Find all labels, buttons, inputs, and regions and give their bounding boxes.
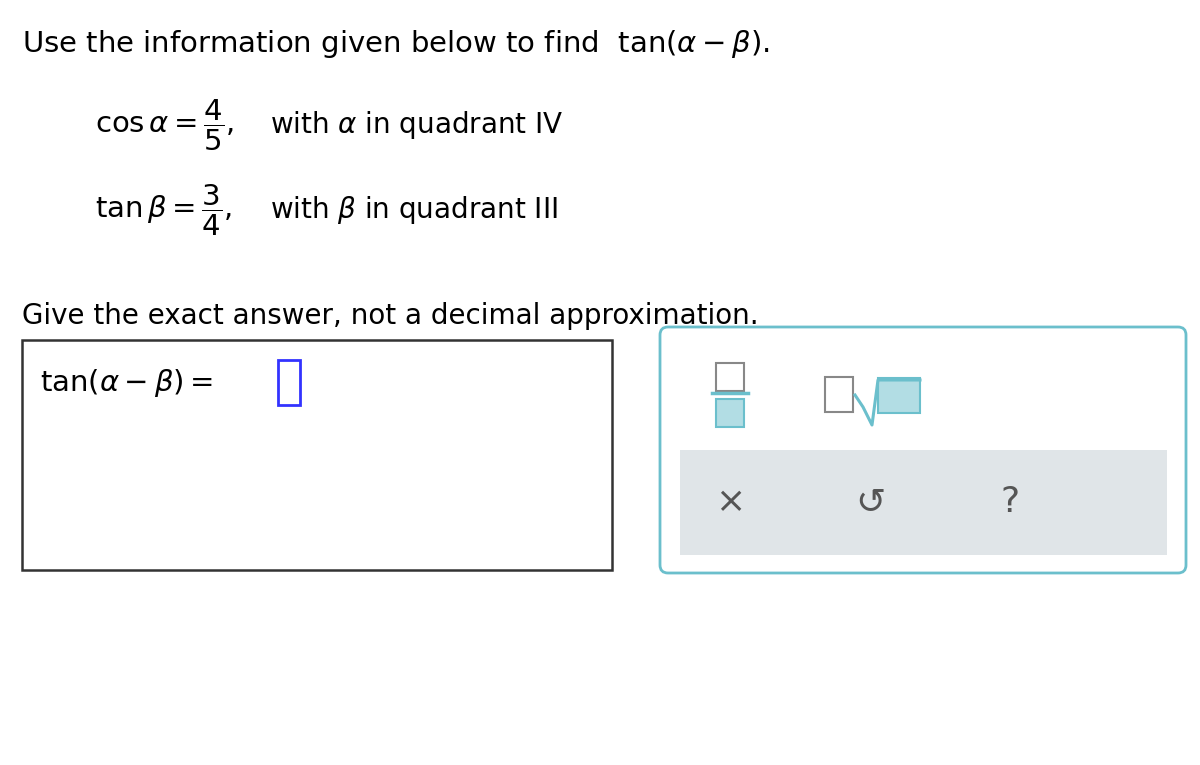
- Text: ×: ×: [715, 485, 745, 519]
- Bar: [826, 377, 853, 412]
- Text: Give the exact answer, not a decimal approximation.: Give the exact answer, not a decimal app…: [22, 302, 758, 330]
- Text: $\tan\beta = \dfrac{3}{4},$: $\tan\beta = \dfrac{3}{4},$: [95, 182, 233, 238]
- Bar: [878, 378, 920, 413]
- Bar: [680, 450, 1166, 555]
- Text: ?: ?: [1001, 485, 1020, 519]
- Bar: [22, 340, 612, 570]
- Text: $\cos\alpha = \dfrac{4}{5},$: $\cos\alpha = \dfrac{4}{5},$: [95, 97, 234, 152]
- Text: Use the information given below to find  $\tan\!\left(\alpha-\beta\right).$: Use the information given below to find …: [22, 28, 770, 60]
- Text: ↺: ↺: [854, 485, 886, 519]
- Text: $\tan\!\left(\alpha - \beta\right) = $: $\tan\!\left(\alpha - \beta\right) = $: [40, 367, 214, 399]
- Bar: [716, 399, 744, 427]
- Text: with $\beta$ in quadrant III: with $\beta$ in quadrant III: [270, 194, 558, 226]
- Bar: [278, 360, 300, 405]
- Text: with $\alpha$ in quadrant IV: with $\alpha$ in quadrant IV: [270, 109, 563, 141]
- FancyBboxPatch shape: [660, 327, 1186, 573]
- Bar: [716, 363, 744, 391]
